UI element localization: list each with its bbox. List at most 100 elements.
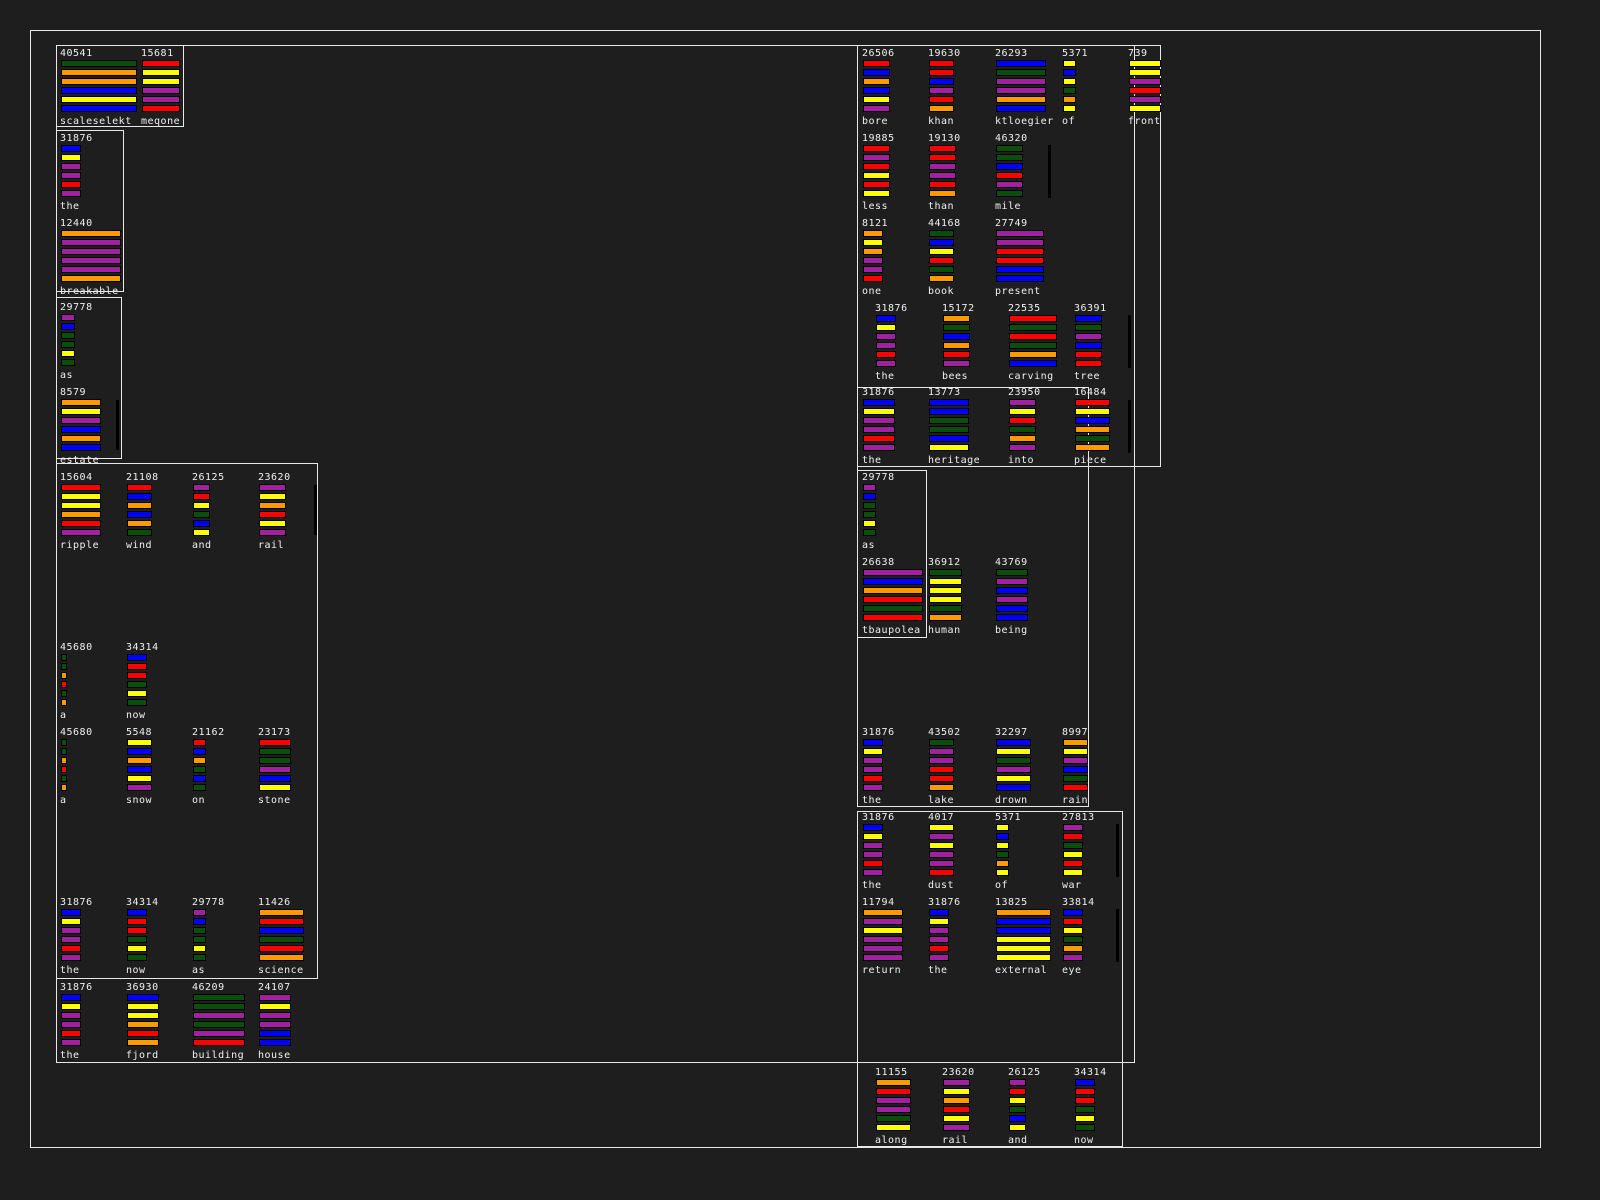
color-bar — [996, 748, 1031, 755]
glyph-word: bore — [862, 116, 889, 127]
color-bar — [1075, 426, 1110, 433]
word-glyph: 31876 the — [860, 727, 940, 807]
color-bar — [1063, 927, 1083, 934]
glyph-number: 15172 — [942, 303, 975, 314]
glyph-word: bees — [942, 371, 969, 382]
color-bar — [61, 529, 101, 536]
color-bar — [193, 520, 210, 527]
color-bar — [929, 860, 954, 867]
color-bar — [61, 1012, 81, 1019]
word-glyph: 5548 snow — [124, 727, 204, 807]
glyph-word: khan — [928, 116, 955, 127]
color-bar — [193, 954, 206, 961]
group-frame — [857, 811, 1123, 1147]
color-bar — [996, 172, 1023, 179]
word-glyph: 32297 drown — [993, 727, 1073, 807]
glyph-bars — [1009, 399, 1036, 453]
glyph-bars — [943, 315, 970, 369]
glyph-bars — [996, 739, 1031, 793]
color-bar — [61, 493, 101, 500]
glyph-number: 8579 — [60, 387, 87, 398]
color-bar — [127, 1012, 159, 1019]
glyph-bars — [259, 909, 304, 963]
glyph-number: 8997 — [1062, 727, 1089, 738]
color-bar — [61, 181, 81, 188]
color-bar — [996, 614, 1028, 621]
color-bar — [996, 578, 1028, 585]
color-bar — [943, 1097, 970, 1104]
color-bar — [863, 248, 883, 255]
glyph-bars — [61, 739, 67, 793]
color-bar — [996, 936, 1051, 943]
word-glyph: 27813 war — [1060, 812, 1140, 892]
glyph-number: 23173 — [258, 727, 291, 738]
glyph-number: 21162 — [192, 727, 225, 738]
glyph-number: 16484 — [1074, 387, 1107, 398]
glyph-bars — [863, 739, 883, 793]
color-bar — [61, 699, 67, 706]
color-bar — [876, 1124, 911, 1131]
color-bar — [996, 87, 1046, 94]
color-bar — [1009, 444, 1036, 451]
glyph-bars — [863, 569, 923, 623]
glyph-bars — [863, 60, 890, 114]
glyph-number: 31876 — [862, 387, 895, 398]
color-bar — [929, 569, 962, 576]
word-glyph: 43502 lake — [926, 727, 1006, 807]
color-bar — [863, 587, 923, 594]
word-glyph: 8121 one — [860, 218, 940, 298]
color-bar — [61, 757, 67, 764]
glyph-number: 19885 — [862, 133, 895, 144]
color-bar — [142, 60, 180, 67]
glyph-number: 46320 — [995, 133, 1028, 144]
color-bar — [61, 739, 67, 746]
glyph-number: 11155 — [875, 1067, 908, 1078]
color-bar — [996, 239, 1044, 246]
color-bar — [996, 851, 1009, 858]
color-bar — [259, 775, 291, 782]
color-bar — [61, 918, 81, 925]
color-bar — [996, 60, 1046, 67]
color-bar — [929, 739, 954, 746]
color-bar — [1063, 69, 1076, 76]
color-bar — [1075, 333, 1102, 340]
color-bar — [193, 502, 210, 509]
glyph-word: now — [126, 710, 146, 721]
glyph-number: 31876 — [60, 982, 93, 993]
color-bar — [193, 493, 210, 500]
glyph-bars — [1063, 909, 1083, 963]
color-bar — [259, 520, 286, 527]
color-bar — [259, 909, 304, 916]
color-bar — [996, 927, 1051, 934]
color-bar — [929, 190, 956, 197]
color-bar — [61, 681, 67, 688]
color-bar — [943, 333, 970, 340]
word-glyph: 24107 house — [256, 982, 336, 1062]
color-bar — [943, 1079, 970, 1086]
color-bar — [863, 511, 876, 518]
color-bar — [996, 266, 1044, 273]
color-bar — [1009, 435, 1036, 442]
glyph-bars — [929, 824, 954, 878]
word-glyph: 11426 science — [256, 897, 336, 977]
color-bar — [863, 239, 883, 246]
glyph-number: 739 — [1128, 48, 1148, 59]
glyph-word: estate — [60, 455, 100, 466]
glyph-word: snow — [126, 795, 153, 806]
color-bar — [193, 784, 206, 791]
glyph-bars — [127, 994, 159, 1048]
color-bar — [929, 936, 949, 943]
color-bar — [193, 766, 206, 773]
group-frame — [56, 45, 1135, 1063]
outer-frame — [30, 30, 1541, 1148]
color-bar — [996, 587, 1028, 594]
glyph-word: the — [60, 201, 80, 212]
color-bar — [127, 954, 147, 961]
color-bar — [929, 578, 962, 585]
glyph-number: 21108 — [126, 472, 159, 483]
color-bar — [193, 1030, 245, 1037]
glyph-number: 26293 — [995, 48, 1028, 59]
glyph-bars — [61, 909, 81, 963]
word-glyph: 21162 on — [190, 727, 270, 807]
color-bar — [996, 230, 1044, 237]
